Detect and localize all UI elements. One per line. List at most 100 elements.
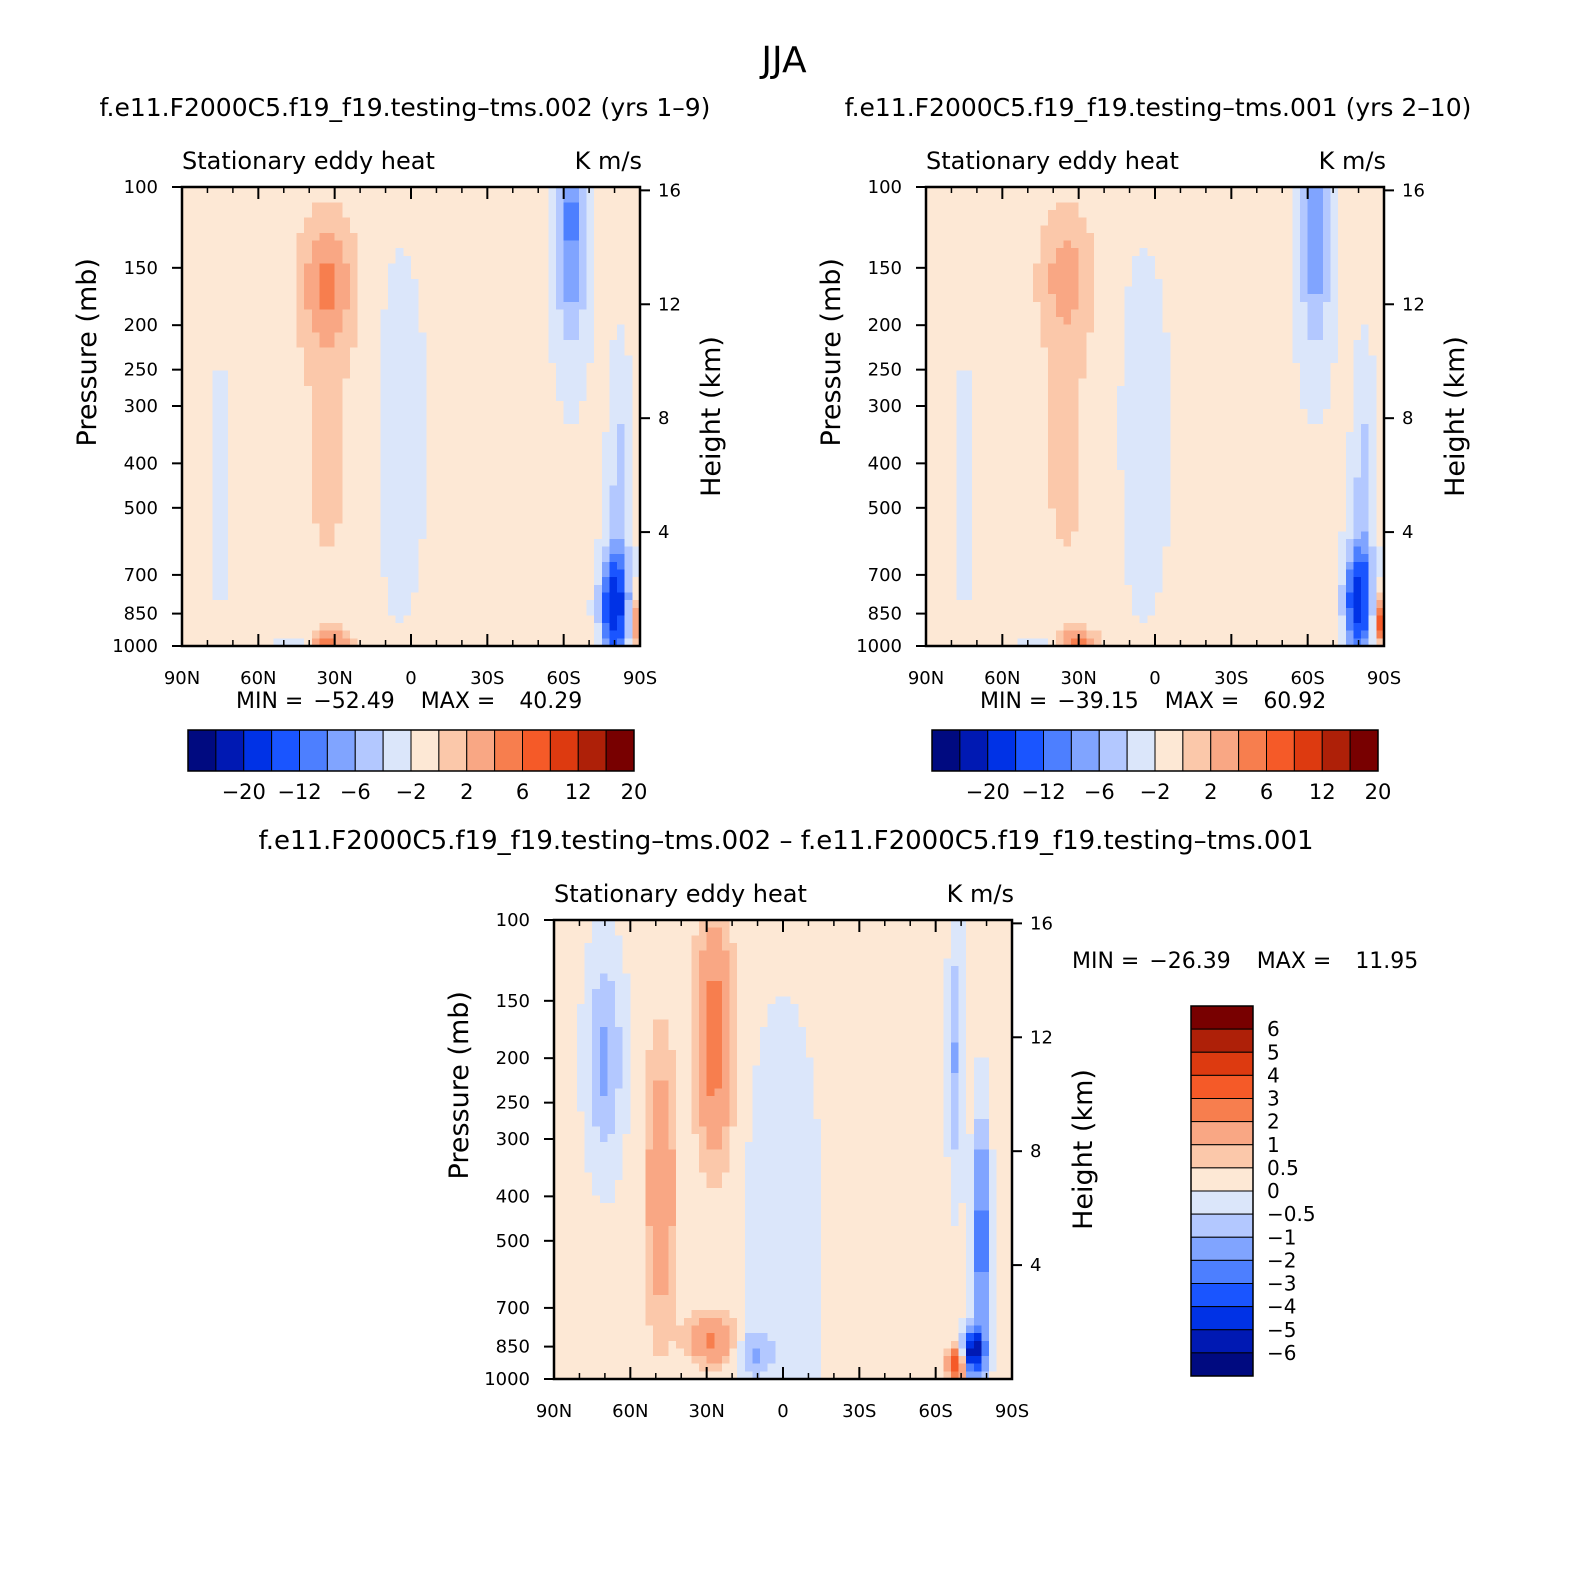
contour-cell <box>327 309 336 318</box>
contour-cell <box>1238 209 1248 219</box>
contour-cell <box>586 309 595 318</box>
contour-cell <box>258 263 267 272</box>
contour-cell <box>418 515 427 525</box>
contour-cell <box>586 584 595 594</box>
contour-cell <box>525 194 534 203</box>
contour-cell <box>411 309 420 318</box>
contour-cell <box>1376 232 1385 242</box>
contour-cell <box>395 493 404 502</box>
contour-cell <box>1170 278 1179 288</box>
contour-cell <box>571 462 580 471</box>
contour-cell <box>540 217 549 226</box>
contour-cell <box>617 217 626 226</box>
contour-cell <box>1200 240 1210 249</box>
contour-cell <box>357 286 366 295</box>
contour-cell <box>464 263 473 272</box>
contour-cell <box>1208 248 1217 257</box>
contour-cell <box>479 523 488 532</box>
contour-cell <box>1361 255 1370 265</box>
contour-cell <box>235 340 244 349</box>
y-tick-label: 300 <box>124 396 158 417</box>
contour-cell <box>487 439 496 448</box>
contour-cell <box>212 408 221 418</box>
contour-cell <box>472 638 481 647</box>
contour-cell <box>1116 202 1126 211</box>
contour-cell <box>1078 194 1087 203</box>
contour-cell <box>525 401 534 410</box>
contour-cell <box>548 515 557 525</box>
contour-cell <box>594 447 603 456</box>
contour-cell <box>1086 263 1095 272</box>
contour-cell <box>594 240 603 249</box>
contour-cell <box>548 439 557 448</box>
contour-cell <box>502 263 511 272</box>
contour-cell <box>1017 278 1026 288</box>
contour-cell <box>1269 324 1278 333</box>
contour-cell <box>220 500 229 509</box>
contour-cell <box>1147 278 1156 288</box>
contour-cell <box>1185 202 1194 211</box>
contour-cell <box>617 515 626 525</box>
contour-cell <box>987 271 996 280</box>
contour-cell <box>987 202 996 211</box>
contour-cell <box>563 332 572 341</box>
contour-cell <box>212 577 221 586</box>
contour-cell <box>548 378 557 387</box>
contour-cell <box>941 340 950 349</box>
contour-cell <box>540 477 549 486</box>
contour-cell <box>1071 209 1080 219</box>
contour-cell <box>487 531 496 540</box>
contour-cell <box>1254 340 1263 349</box>
contour-cell <box>411 278 420 288</box>
contour-cell <box>517 485 527 494</box>
contour-cell <box>342 508 351 517</box>
x-tick-label: 0 <box>405 668 416 689</box>
contour-cell <box>464 370 473 379</box>
contour-cell <box>494 500 504 509</box>
contour-cell <box>1284 263 1293 272</box>
contour-cell <box>365 508 374 517</box>
contour-cell <box>609 232 618 242</box>
contour-cell <box>227 202 237 211</box>
contour-cell <box>1269 278 1278 288</box>
contour-cell <box>1040 240 1049 249</box>
contour-cell <box>441 263 450 272</box>
contour-cell <box>525 454 534 463</box>
contour-cell <box>182 462 191 471</box>
contour-cell <box>197 232 206 242</box>
contour-cell <box>624 370 633 379</box>
contour-cell <box>235 347 244 356</box>
contour-cell <box>1048 271 1057 280</box>
contour-cell <box>281 217 290 226</box>
contour-cell <box>243 294 252 303</box>
contour-cell <box>987 209 996 219</box>
contour-cell <box>1277 202 1286 211</box>
contour-cell <box>304 278 313 288</box>
contour-cell <box>296 401 305 410</box>
contour-cell <box>1124 187 1133 196</box>
contour-cell <box>426 577 435 586</box>
contour-cell <box>517 278 527 288</box>
contour-cell <box>1223 187 1232 196</box>
contour-cell <box>464 470 473 479</box>
contour-cell <box>403 538 412 548</box>
contour-cell <box>1322 332 1332 341</box>
contour-cell <box>487 240 496 249</box>
contour-cell <box>556 447 565 456</box>
contour-cell <box>288 561 298 571</box>
contour-cell <box>563 416 572 425</box>
contour-cell <box>395 294 404 303</box>
contour-cell <box>220 592 229 601</box>
contour-cell <box>449 309 458 318</box>
contour-cell <box>403 385 412 395</box>
contour-cell <box>204 630 214 639</box>
contour-cell <box>456 638 466 647</box>
contour-cell <box>464 538 473 548</box>
contour-cell <box>433 447 443 456</box>
contour-cell <box>288 470 298 479</box>
contour-cell <box>1139 278 1148 288</box>
contour-cell <box>601 309 611 318</box>
contour-cell <box>1368 217 1377 226</box>
contour-cell <box>533 294 542 303</box>
contour-cell <box>617 569 626 578</box>
